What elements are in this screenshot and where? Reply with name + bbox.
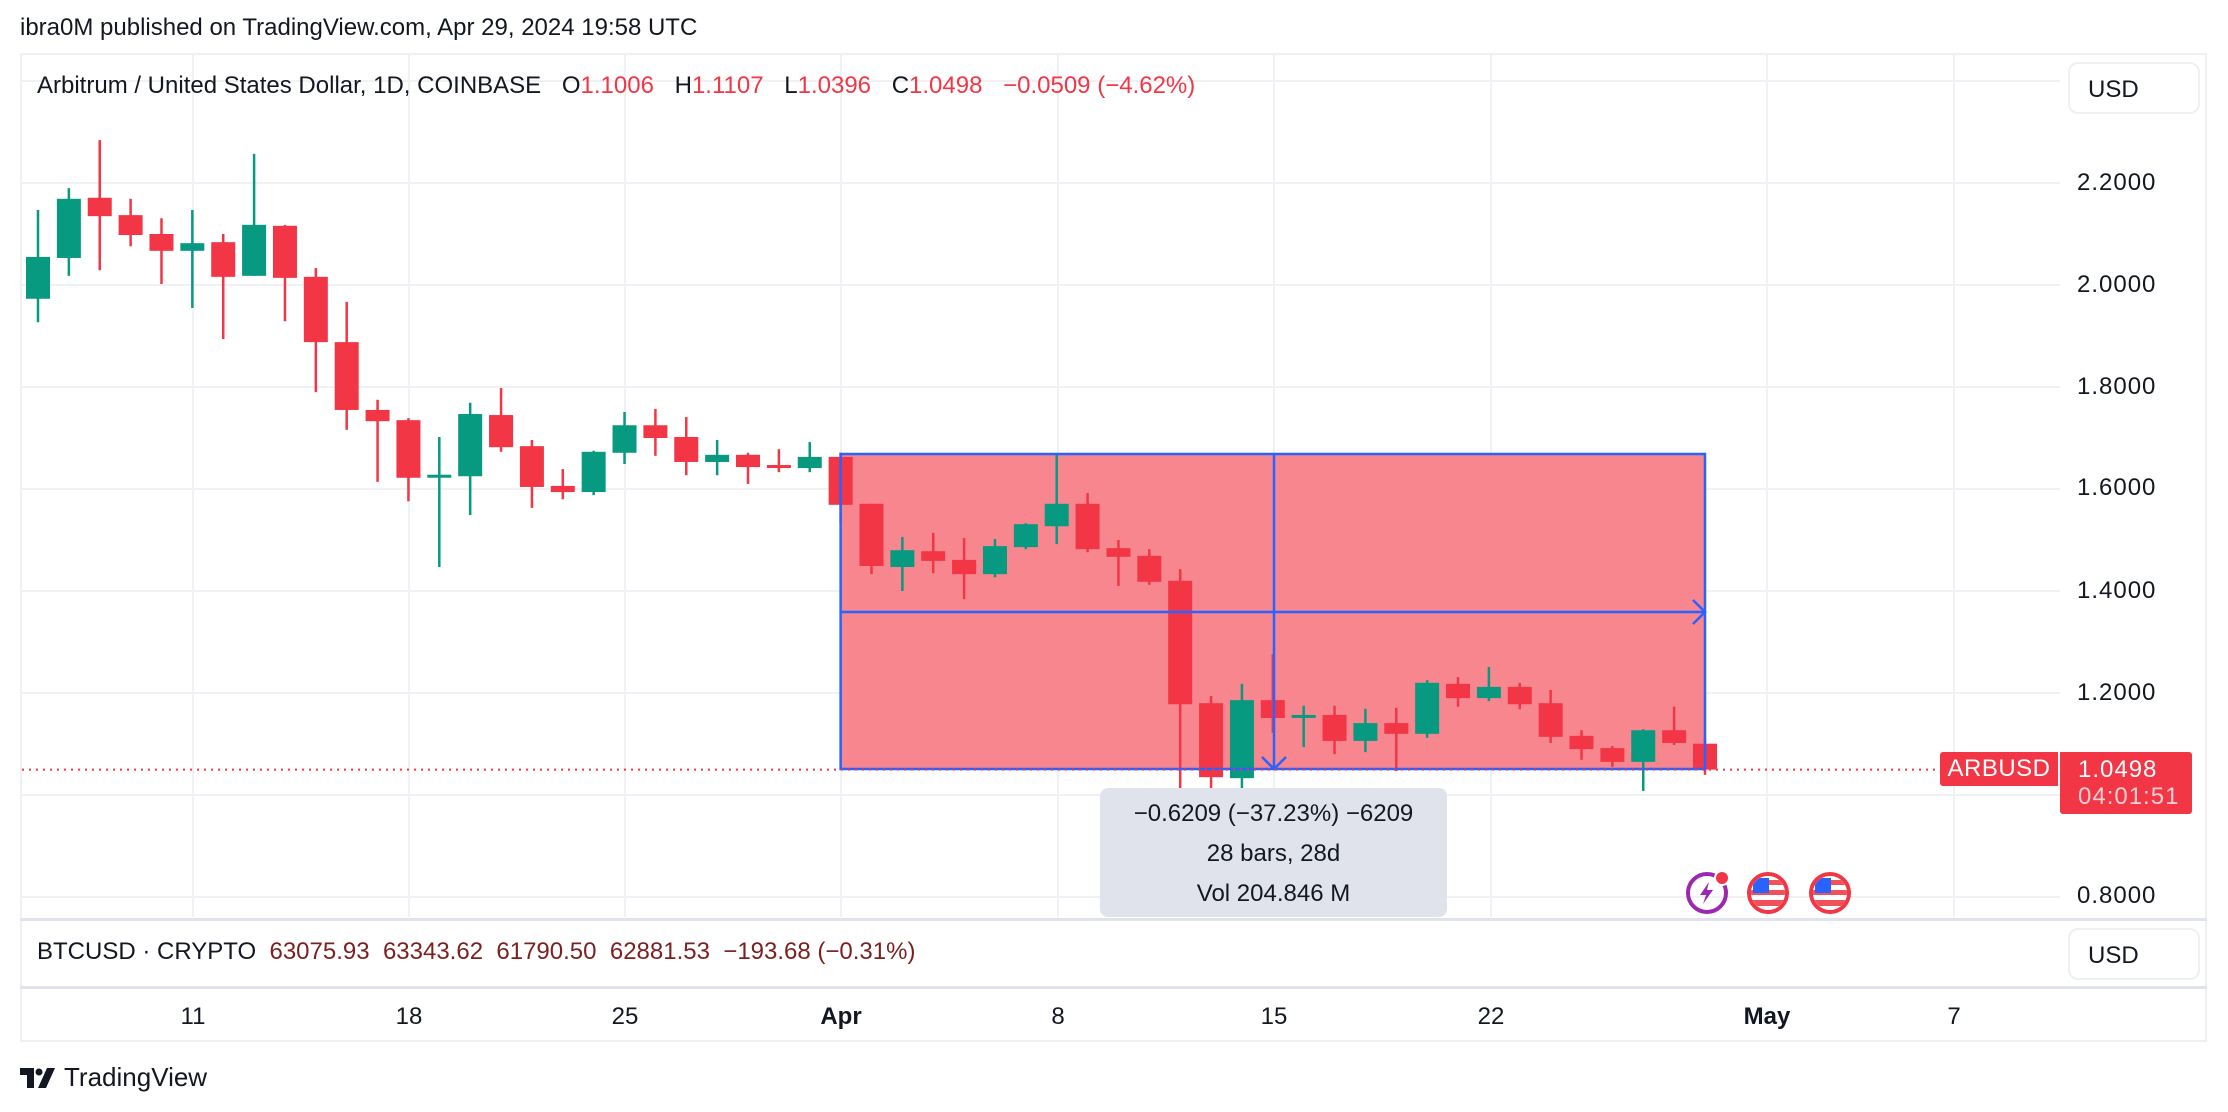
- time-tick: 8: [1051, 1003, 1065, 1030]
- symbol-name: Arbitrum / United States Dollar, 1D, COI…: [37, 72, 542, 99]
- tradingview-logo-icon: [20, 1067, 55, 1088]
- high-value: 1.1107: [691, 72, 764, 99]
- btc-symbol: BTCUSD · CRYPTO: [37, 938, 257, 965]
- measure-bars: 28 bars, 28d: [1206, 840, 1341, 867]
- price-tick: 1.4000: [2077, 577, 2157, 604]
- time-tick: 18: [395, 1003, 423, 1030]
- price-tick: 1.2000: [2077, 679, 2157, 706]
- publisher-line: ibra0M published on TradingView.com, Apr…: [20, 14, 698, 41]
- price-tick: 2.2000: [2077, 169, 2157, 196]
- btc-close: 62881.53: [609, 938, 710, 965]
- price-tick: 2.0000: [2077, 271, 2157, 298]
- close-value: 1.0498: [909, 72, 983, 99]
- tradingview-logo[interactable]: TradingView: [20, 1062, 207, 1093]
- open-value: 1.1006: [580, 72, 654, 99]
- time-tick: 15: [1260, 1003, 1288, 1030]
- open-key: O: [561, 72, 581, 99]
- low-value: 1.0396: [797, 72, 872, 99]
- btc-legend[interactable]: BTCUSD · CRYPTO 63075.93 63343.62 61790.…: [37, 938, 915, 966]
- pane-divider[interactable]: [20, 918, 2207, 921]
- btc-change: −193.68 (−0.31%): [723, 938, 916, 965]
- time-tick: 25: [611, 1003, 639, 1030]
- time-axis-divider: [20, 986, 2207, 989]
- btc-low: 61790.50: [496, 938, 597, 965]
- time-tick: Apr: [820, 1003, 862, 1030]
- current-price: 1.0498: [2078, 756, 2158, 783]
- lightning-event-icon[interactable]: [1686, 870, 1730, 914]
- chart-frame: [20, 53, 2207, 1042]
- ticker-price-tag: ARBUSD: [1940, 752, 2058, 786]
- price-tick: 1.8000: [2077, 373, 2157, 400]
- price-tick: 1.6000: [2077, 474, 2157, 501]
- time-tick: 22: [1477, 1003, 1505, 1030]
- price-tick: 0.8000: [2077, 882, 2157, 909]
- measure-tooltip: −0.6209 (−37.23%) −6209 28 bars, 28d Vol…: [1100, 788, 1447, 917]
- change-value: −0.0509 (−4.62%): [1003, 72, 1196, 99]
- low-key: L: [784, 72, 798, 99]
- close-key: C: [891, 72, 910, 99]
- high-key: H: [674, 72, 692, 99]
- measure-volume: Vol 204.846 M: [1196, 880, 1351, 907]
- btc-high: 63343.62: [382, 938, 484, 965]
- bar-countdown: 04:01:51: [2078, 783, 2180, 810]
- time-tick: 11: [180, 1003, 206, 1030]
- us-flag-event-icon[interactable]: [1809, 872, 1851, 914]
- brand-name: TradingView: [64, 1062, 208, 1092]
- btc-currency-button[interactable]: USD: [2068, 928, 2200, 980]
- current-price-tag: 1.0498 04:01:51: [2060, 752, 2192, 814]
- measure-change: −0.6209 (−37.23%) −6209: [1133, 800, 1414, 827]
- btc-open: 63075.93: [269, 938, 370, 965]
- symbol-legend[interactable]: Arbitrum / United States Dollar, 1D, COI…: [37, 72, 1195, 100]
- time-tick: May: [1743, 1003, 1791, 1030]
- currency-button[interactable]: USD: [2068, 62, 2200, 114]
- us-flag-event-icon[interactable]: [1747, 872, 1789, 914]
- time-tick: 7: [1947, 1003, 1961, 1030]
